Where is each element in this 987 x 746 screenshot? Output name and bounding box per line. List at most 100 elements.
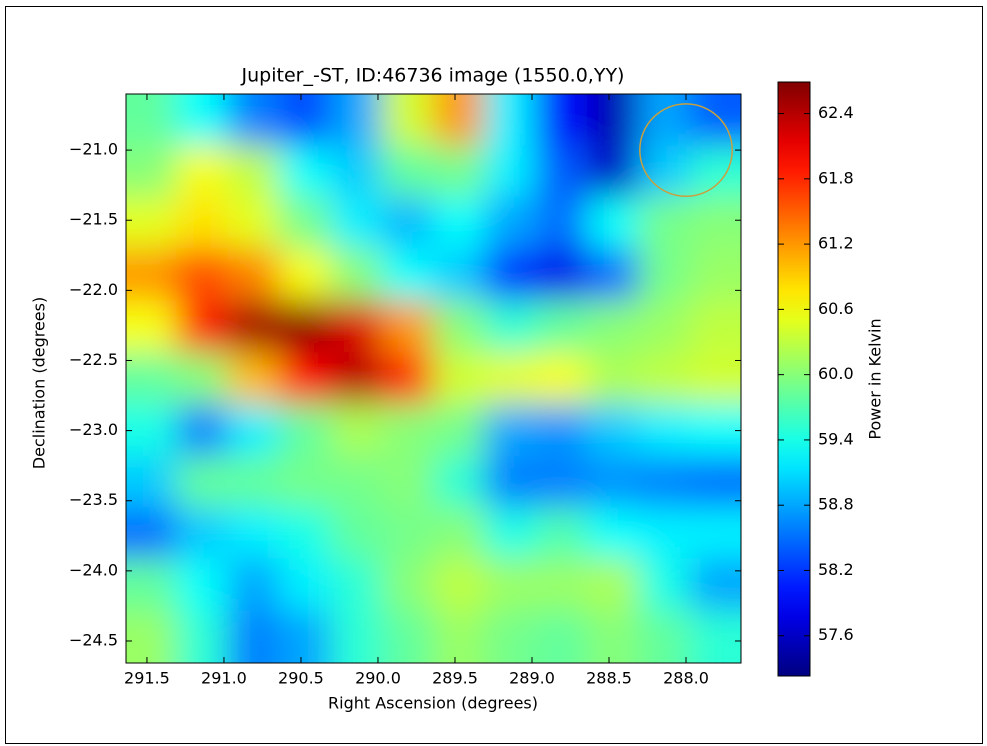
heatmap-cell — [484, 248, 537, 302]
heatmap-cell — [176, 145, 229, 198]
heatmap-cell — [381, 352, 434, 406]
heatmap-cell — [484, 300, 537, 354]
y-tick-label: −21.5 — [69, 210, 118, 229]
heatmap-cell — [126, 94, 178, 147]
heatmap-cell — [126, 404, 178, 458]
heatmap-cell — [432, 352, 486, 406]
heatmap-cell — [484, 456, 537, 509]
heatmap-cell — [381, 94, 434, 147]
heatmap-cell — [126, 352, 178, 406]
heatmap-cell — [126, 456, 178, 509]
heatmap-cell — [586, 248, 640, 302]
heatmap-cell — [638, 196, 691, 250]
heatmap-cell — [586, 558, 640, 612]
heatmap-cell — [689, 456, 741, 509]
heatmap-cell — [330, 507, 383, 560]
heatmap-cell — [278, 507, 332, 560]
heatmap-cell — [278, 404, 332, 458]
heatmap-cell — [176, 507, 229, 560]
heatmap-cell — [432, 507, 486, 560]
heatmap-cell — [381, 456, 434, 509]
heatmap-cell — [432, 456, 486, 509]
y-axis-label: Declination (degrees) — [30, 297, 49, 469]
heatmap-cell — [586, 404, 640, 458]
heatmap-cell — [689, 94, 741, 147]
heatmap-cell — [126, 610, 178, 663]
heatmap-cell — [381, 145, 434, 198]
y-tick-label: −23.0 — [69, 420, 118, 439]
heatmap-cell — [638, 558, 691, 612]
x-tick-label: 290.5 — [278, 669, 324, 688]
heatmap-cell — [638, 94, 691, 147]
heatmap-cell — [330, 610, 383, 663]
heatmap-cell — [381, 507, 434, 560]
heatmap-cell — [227, 558, 280, 612]
heatmap-cell — [586, 94, 640, 147]
colorbar-tick-label: 61.8 — [818, 168, 854, 187]
x-tick-label: 291.5 — [124, 669, 170, 688]
heatmap-cell — [278, 456, 332, 509]
heatmap-cell — [176, 610, 229, 663]
heatmap-cell — [484, 558, 537, 612]
heatmap-cell — [638, 404, 691, 458]
heatmap-cell — [638, 248, 691, 302]
colorbar-tick-label: 58.2 — [818, 560, 854, 579]
heatmap-cell — [227, 610, 280, 663]
heatmap-cell — [484, 404, 537, 458]
heatmap-clip — [126, 94, 741, 663]
heatmap-cell — [689, 248, 741, 302]
heatmap-cell — [689, 610, 741, 663]
colorbar-tick-label: 61.2 — [818, 234, 854, 253]
heatmap-cell — [278, 248, 332, 302]
colorbar-tick-label: 62.4 — [818, 103, 854, 122]
heatmap-cell — [432, 404, 486, 458]
heatmap-cell — [535, 352, 588, 406]
y-tick-label: −23.5 — [69, 490, 118, 509]
heatmap-cell — [330, 94, 383, 147]
heatmap-cell — [126, 145, 178, 198]
heatmap-cell — [176, 94, 229, 147]
heatmap-cell — [126, 558, 178, 612]
heatmap-cell — [330, 404, 383, 458]
heatmap-cell — [484, 352, 537, 406]
heatmap-cell — [535, 404, 588, 458]
heatmap-cell — [278, 558, 332, 612]
heatmap-cell — [586, 456, 640, 509]
heatmap-cell — [330, 196, 383, 250]
heatmap-cell — [126, 507, 178, 560]
heatmap-cell — [381, 610, 434, 663]
y-tick-label: −22.5 — [69, 350, 118, 369]
heatmap-cell — [586, 352, 640, 406]
heatmap-cell — [484, 507, 537, 560]
heatmap-cell — [535, 94, 588, 147]
heatmap-cell — [535, 300, 588, 354]
heatmap-cell — [432, 196, 486, 250]
heatmap-cell — [586, 145, 640, 198]
heatmap-cell — [227, 248, 280, 302]
heatmap-cell — [227, 196, 280, 250]
heatmap-cell — [638, 507, 691, 560]
heatmap-cell — [535, 248, 588, 302]
colorbar-tick-label: 57.6 — [818, 625, 854, 644]
heatmap-cell — [638, 352, 691, 406]
heatmap-cell — [176, 456, 229, 509]
x-tick-label: 291.0 — [201, 669, 247, 688]
heatmap-cell — [176, 248, 229, 302]
colorbar-tick-label: 60.6 — [818, 299, 854, 318]
heatmap-cell — [484, 145, 537, 198]
heatmap-cell — [535, 145, 588, 198]
heatmap-cell — [638, 300, 691, 354]
colorbar-tick-label: 58.8 — [818, 495, 854, 514]
beam-circle — [639, 103, 733, 198]
heatmap-cell — [535, 456, 588, 509]
heatmap-cell — [227, 404, 280, 458]
y-tick-label: −21.0 — [69, 140, 118, 159]
heatmap-cell — [278, 196, 332, 250]
colorbar-tick-label: 59.4 — [818, 429, 854, 448]
heatmap-cell — [330, 456, 383, 509]
heatmap-cell — [535, 558, 588, 612]
y-tick-label: −24.0 — [69, 560, 118, 579]
x-tick-label: 288.0 — [663, 669, 709, 688]
heatmap-cell — [176, 404, 229, 458]
